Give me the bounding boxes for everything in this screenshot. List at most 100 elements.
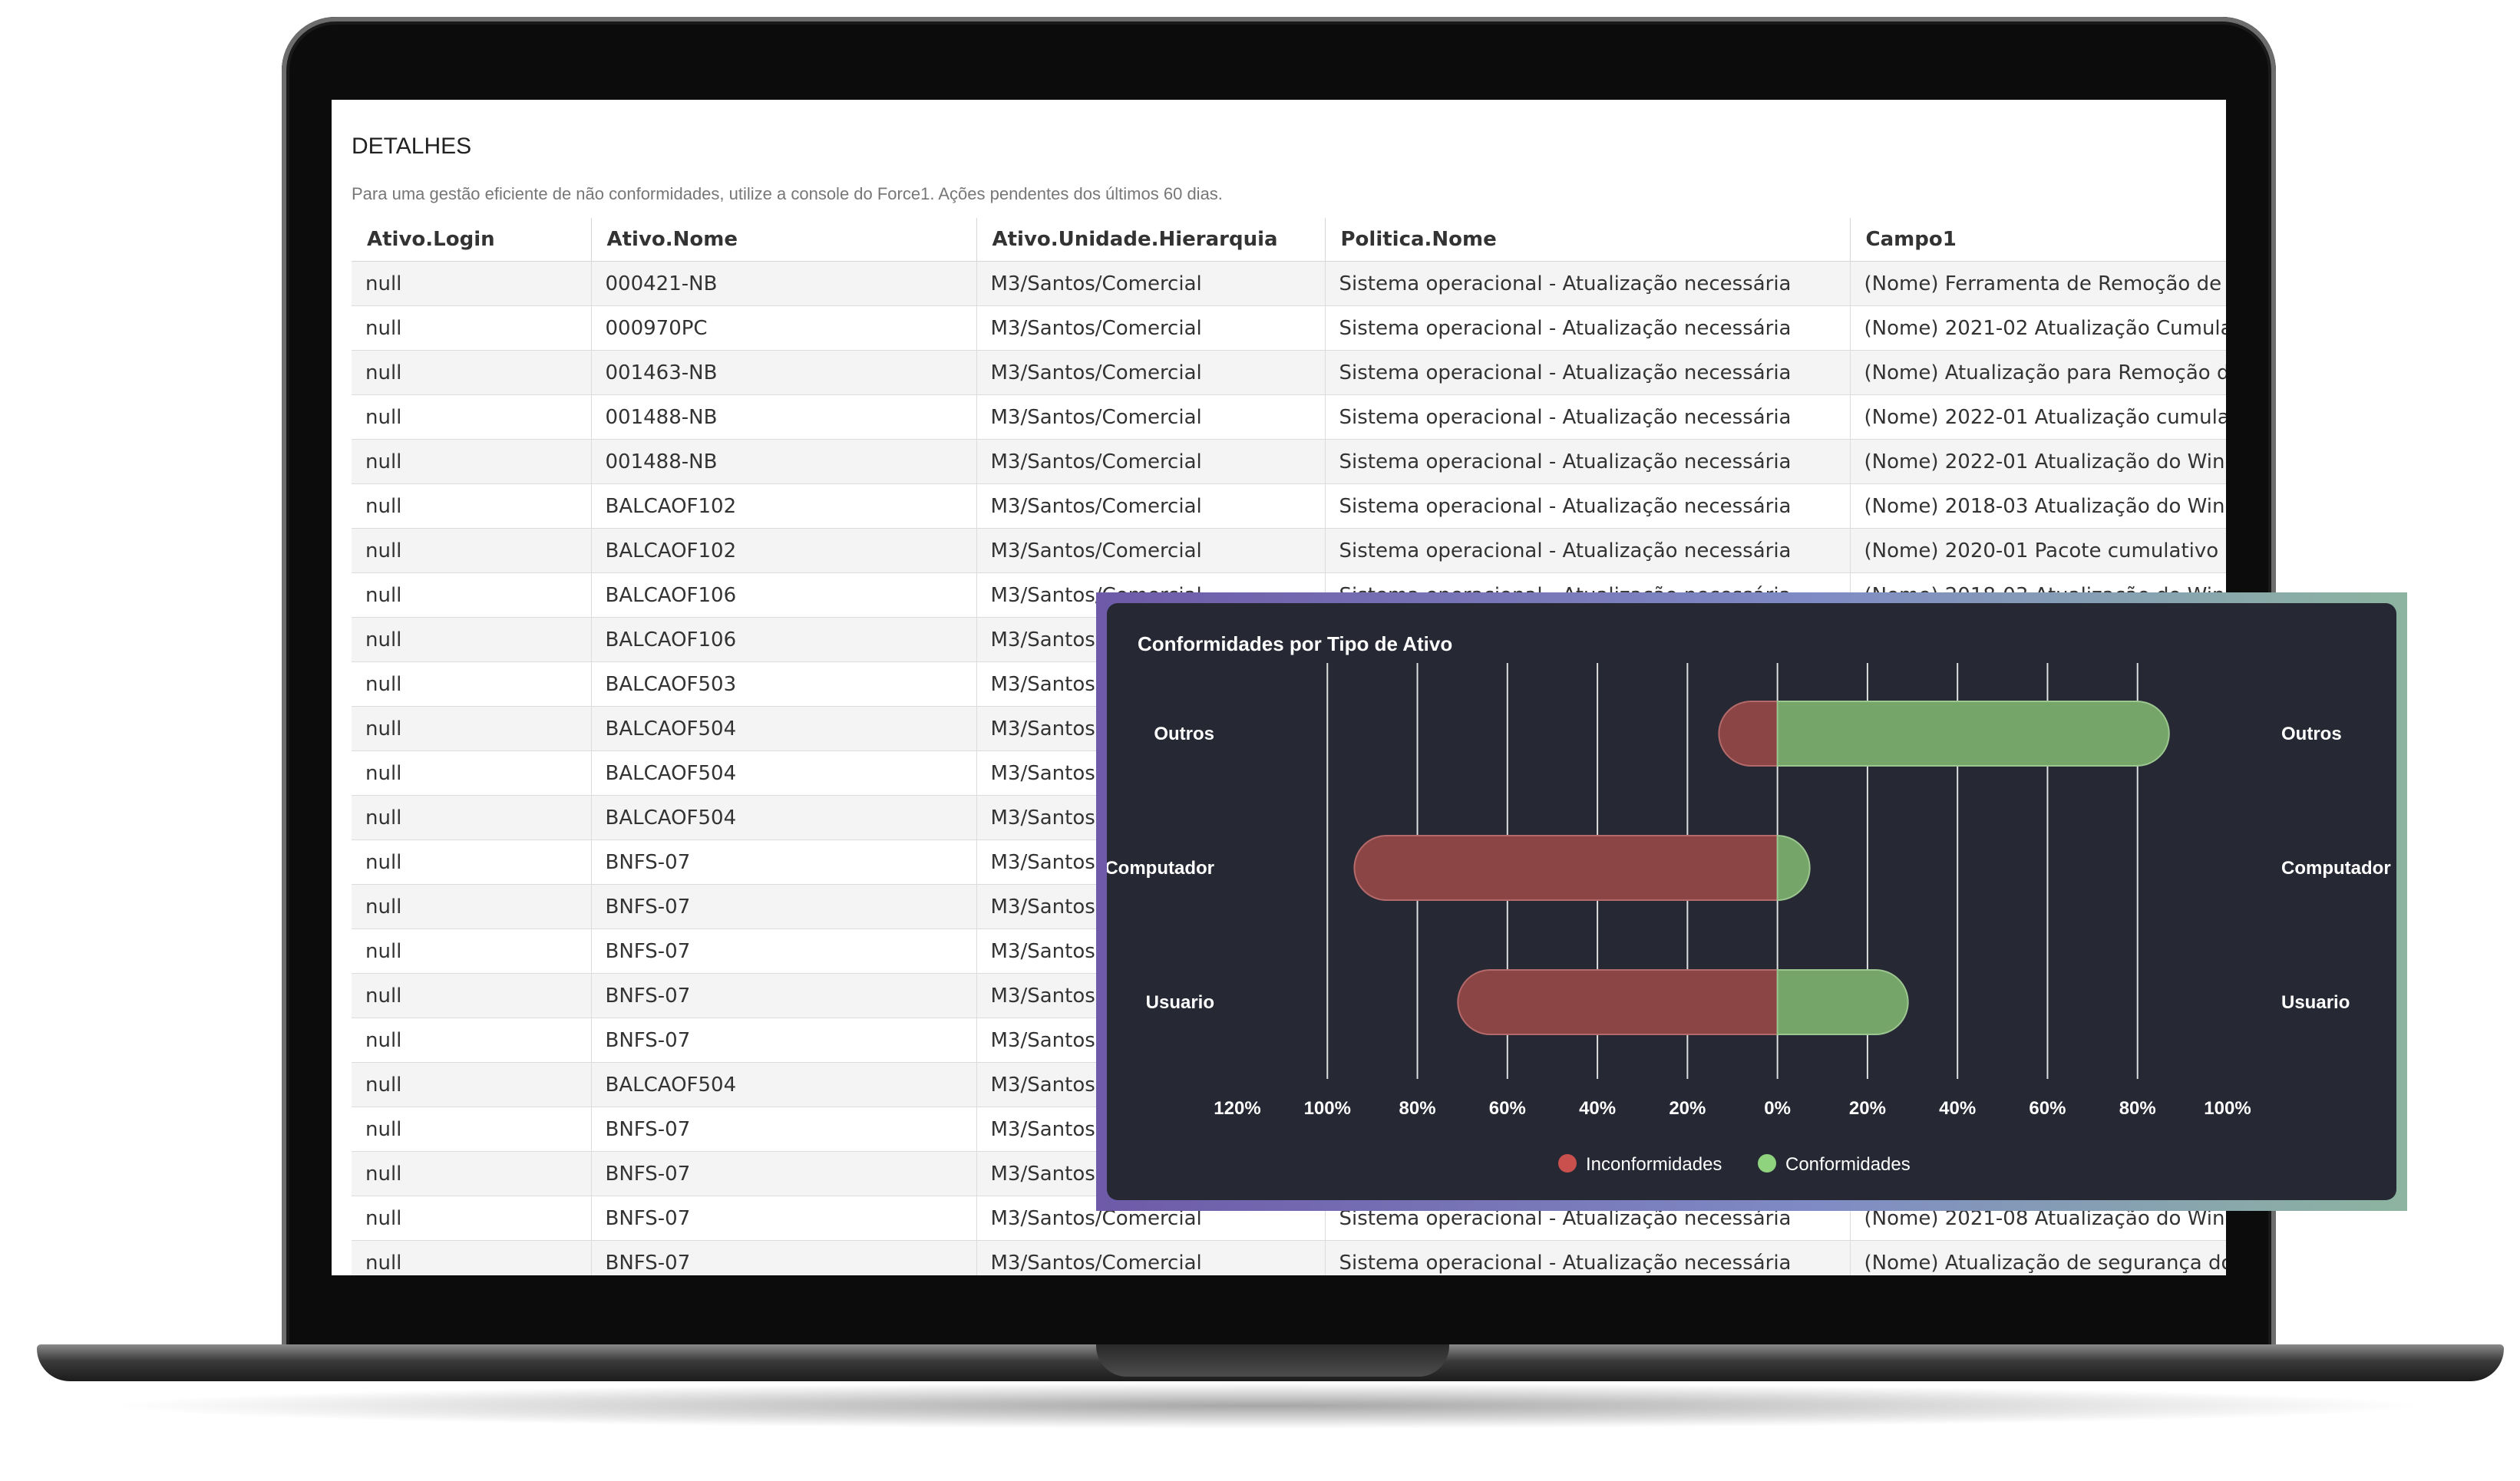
table-cell: Sistema operacional - Atualização necess… xyxy=(1325,394,1851,440)
table-cell: BNFS-07 xyxy=(591,839,977,885)
conformity-chart: Conformidades por Tipo de Ativo 120% 100% 8… xyxy=(1107,632,2391,1175)
table-cell: BALCAOF503 xyxy=(591,661,977,707)
y-label-right: Usuario xyxy=(2281,992,2350,1013)
table-cell: Sistema operacional - Atualização necess… xyxy=(1325,1240,1851,1275)
x-tick-label: 80% xyxy=(1399,1098,1436,1119)
table-cell: BALCAOF106 xyxy=(591,572,977,618)
table-cell: null xyxy=(352,884,592,929)
table-cell: (Nome) Ferramenta de Remoção de S xyxy=(1850,261,2226,306)
x-tick-label: 20% xyxy=(1669,1098,1706,1119)
table-cell: M3/Santos/Comercial xyxy=(976,394,1326,440)
table-row[interactable]: null 001488-NB M3/Santos/Comercial Sistema … xyxy=(352,394,2226,440)
table-cell: M3/Santos/Comercial xyxy=(976,439,1326,484)
section-subtitle: Para uma gestão eficiente de não conform… xyxy=(352,184,1223,203)
table-cell: null xyxy=(352,1240,592,1275)
laptop-shadow xyxy=(100,1383,2433,1429)
table-cell: (Nome) 2022-01 Atualização do Wind xyxy=(1850,439,2226,484)
table-row[interactable]: null BALCAOF102 M3/Santos/Comercial Sistema… xyxy=(352,483,2226,529)
table-cell: null xyxy=(352,750,592,796)
table-cell: BALCAOF102 xyxy=(591,483,977,529)
table-cell: BALCAOF504 xyxy=(591,795,977,840)
table-cell: M3/Santos/Comercial xyxy=(976,350,1326,395)
table-cell: BALCAOF504 xyxy=(591,750,977,796)
table-cell: null xyxy=(352,1018,592,1063)
table-cell: 001488-NB xyxy=(591,439,977,484)
bar-inconformidades-computador[interactable] xyxy=(1353,835,1779,901)
x-tick-label: 100% xyxy=(2204,1098,2251,1119)
x-tick-label: 60% xyxy=(1489,1098,1526,1119)
bar-inconformidades-usuario[interactable] xyxy=(1457,969,1779,1035)
column-header[interactable]: Ativo.Unidade.Hierarquia xyxy=(976,218,1326,262)
table-cell: null xyxy=(352,1107,592,1152)
table-cell: null xyxy=(352,929,592,974)
table-cell: null xyxy=(352,661,592,707)
table-cell: null xyxy=(352,572,592,618)
table-cell: (Nome) Atualização para Remoção de xyxy=(1850,350,2226,395)
x-tick-label: 60% xyxy=(2029,1098,2066,1119)
table-row[interactable]: null BALCAOF102 M3/Santos/Comercial Sistema… xyxy=(352,528,2226,573)
table-cell: M3/Santos/Comercial xyxy=(976,1240,1326,1275)
column-header[interactable]: Ativo.Nome xyxy=(591,218,977,262)
x-tick-label: 40% xyxy=(1939,1098,1976,1119)
table-cell: null xyxy=(352,439,592,484)
table-cell: (Nome) 2021-02 Atualização Cumula xyxy=(1850,305,2226,351)
legend-label[interactable]: Inconformidades xyxy=(1586,1154,1722,1175)
table-header-row: Ativo.Login Ativo.Nome Ativo.Unidade.Hiera… xyxy=(352,218,2226,262)
table-cell: M3/Santos/Comercial xyxy=(976,528,1326,573)
table-cell: 000970PC xyxy=(591,305,977,351)
table-cell: Sistema operacional - Atualização necess… xyxy=(1325,261,1851,306)
bar-conformidades-usuario[interactable] xyxy=(1776,969,1909,1035)
x-tick-label: 100% xyxy=(1304,1098,1351,1119)
table-cell: null xyxy=(352,706,592,751)
column-header[interactable]: Campo1 xyxy=(1850,218,2226,262)
chart-panel: Conformidades por Tipo de Ativo 120% 100% 8… xyxy=(1107,603,2396,1200)
table-cell: BALCAOF106 xyxy=(591,617,977,662)
table-cell: BNFS-07 xyxy=(591,1196,977,1241)
table-cell: BNFS-07 xyxy=(591,1240,977,1275)
table-cell: 000421-NB xyxy=(591,261,977,306)
table-cell: null xyxy=(352,1062,592,1107)
x-tick-label: 80% xyxy=(2119,1098,2156,1119)
table-cell: BALCAOF504 xyxy=(591,1062,977,1107)
table-cell: null xyxy=(352,528,592,573)
legend-swatch[interactable] xyxy=(1758,1154,1776,1173)
table-cell: null xyxy=(352,1196,592,1241)
table-row[interactable]: null 000421-NB M3/Santos/Comercial Sistema … xyxy=(352,261,2226,306)
table-cell: null xyxy=(352,305,592,351)
legend-swatch[interactable] xyxy=(1558,1154,1577,1173)
bar-conformidades-computador[interactable] xyxy=(1776,834,1811,902)
table-cell: null xyxy=(352,483,592,529)
y-label-right: Computador xyxy=(2281,858,2391,879)
x-tick-label: 40% xyxy=(1579,1098,1616,1119)
bar-conformidades-outros[interactable] xyxy=(1776,701,2170,767)
table-cell: BALCAOF102 xyxy=(591,528,977,573)
chart-frame: Conformidades por Tipo de Ativo 120% 100% 8… xyxy=(1096,592,2407,1211)
column-header[interactable]: Politica.Nome xyxy=(1325,218,1851,262)
section-title: DETALHES xyxy=(352,134,472,159)
x-tick-label: 20% xyxy=(1849,1098,1886,1119)
y-label-right: Outros xyxy=(2281,724,2342,744)
table-cell: (Nome) 2022-01 Atualização cumula xyxy=(1850,394,2226,440)
table-cell: null xyxy=(352,261,592,306)
table-cell: BNFS-07 xyxy=(591,1018,977,1063)
legend-label[interactable]: Conformidades xyxy=(1785,1154,1911,1175)
bar-inconformidades-outros[interactable] xyxy=(1718,701,1779,767)
table-cell: null xyxy=(352,617,592,662)
table-cell: M3/Santos/Comercial xyxy=(976,305,1326,351)
x-tick-label: 0% xyxy=(1764,1098,1791,1119)
table-cell: null xyxy=(352,350,592,395)
y-label-left: Outros xyxy=(1154,724,1214,744)
table-cell: BNFS-07 xyxy=(591,1107,977,1152)
column-header[interactable]: Ativo.Login xyxy=(352,218,592,262)
table-row[interactable]: null 000970PC M3/Santos/Comercial Sistema o… xyxy=(352,305,2226,351)
table-cell: 001463-NB xyxy=(591,350,977,395)
table-row[interactable]: null 001463-NB M3/Santos/Comercial Sistema … xyxy=(352,350,2226,395)
table-cell: Sistema operacional - Atualização necess… xyxy=(1325,483,1851,529)
table-row[interactable]: null 001488-NB M3/Santos/Comercial Sistema … xyxy=(352,439,2226,484)
table-cell: null xyxy=(352,839,592,885)
table-cell: 001488-NB xyxy=(591,394,977,440)
table-row[interactable]: null BNFS-07 M3/Santos/Comercial Sistema op… xyxy=(352,1240,2226,1275)
table-cell: null xyxy=(352,795,592,840)
x-tick-label: 120% xyxy=(1214,1098,1260,1119)
y-label-left: Usuario xyxy=(1146,992,1214,1013)
